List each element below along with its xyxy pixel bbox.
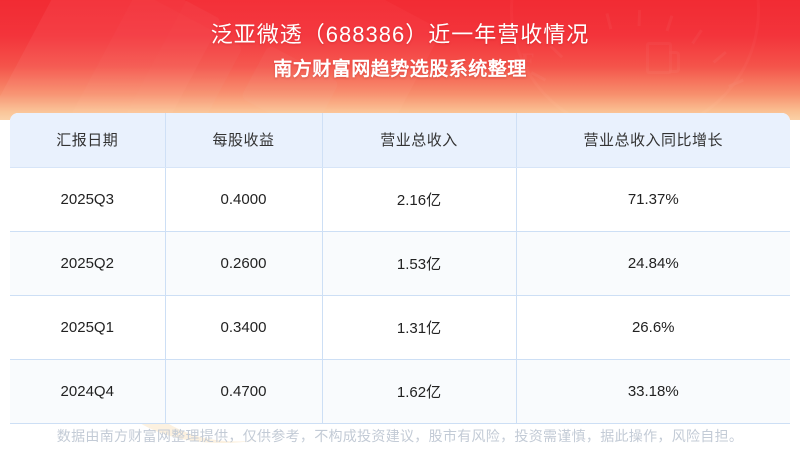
table-row: 2025Q1 0.3400 1.31亿 26.6% xyxy=(10,295,790,360)
table-row: 2025Q3 0.4000 2.16亿 71.37% xyxy=(10,167,790,232)
column-header-report-date: 汇报日期 xyxy=(10,113,166,168)
page-title: 泛亚微透（688386）近一年营收情况 xyxy=(210,22,590,47)
cell-report-date: 2024Q4 xyxy=(10,359,166,424)
cell-revenue: 1.53亿 xyxy=(322,231,517,296)
table-row: 2025Q2 0.2600 1.53亿 24.84% xyxy=(10,231,790,296)
cell-eps: 0.4700 xyxy=(165,359,323,424)
cell-revenue: 2.16亿 xyxy=(322,167,517,232)
page-subtitle: 南方财富网趋势选股系统整理 xyxy=(273,59,527,80)
cell-revenue: 1.31亿 xyxy=(322,295,517,360)
table-header-row: 汇报日期 每股收益 营业总收入 营业总收入同比增长 xyxy=(10,113,790,168)
header-banner: F 泛亚微透（688386）近一年营收情况 南方财富网趋势选股系统整理 xyxy=(0,0,800,120)
cell-revenue-growth: 24.84% xyxy=(516,231,790,296)
cell-eps: 0.2600 xyxy=(165,231,323,296)
cell-report-date: 2025Q1 xyxy=(10,295,166,360)
cell-revenue-growth: 33.18% xyxy=(516,359,790,424)
column-header-eps: 每股收益 xyxy=(165,113,323,168)
cell-report-date: 2025Q3 xyxy=(10,167,166,232)
column-header-revenue: 营业总收入 xyxy=(322,113,517,168)
cell-report-date: 2025Q2 xyxy=(10,231,166,296)
column-header-revenue-growth: 营业总收入同比增长 xyxy=(516,113,790,168)
disclaimer-text: 数据由南方财富网整理提供，仅供参考，不构成投资建议，股市有风险，投资需谨慎，据此… xyxy=(56,428,744,444)
cell-eps: 0.3400 xyxy=(165,295,323,360)
cell-revenue-growth: 71.37% xyxy=(516,167,790,232)
cell-revenue: 1.62亿 xyxy=(322,359,517,424)
table-row: 2024Q4 0.4700 1.62亿 33.18% xyxy=(10,359,790,424)
cell-eps: 0.4000 xyxy=(165,167,323,232)
table-body: 2025Q3 0.4000 2.16亿 71.37% 2025Q2 0.2600… xyxy=(10,167,790,424)
cell-revenue-growth: 26.6% xyxy=(516,295,790,360)
table-header: 汇报日期 每股收益 营业总收入 营业总收入同比增长 xyxy=(10,113,790,168)
financial-table: 汇报日期 每股收益 营业总收入 营业总收入同比增长 2025Q3 0.4000 … xyxy=(10,113,790,424)
banner-text-block: 泛亚微透（688386）近一年营收情况 南方财富网趋势选股系统整理 xyxy=(0,0,800,84)
financial-table-container: 汇报日期 每股收益 营业总收入 营业总收入同比增长 2025Q3 0.4000 … xyxy=(10,113,790,424)
